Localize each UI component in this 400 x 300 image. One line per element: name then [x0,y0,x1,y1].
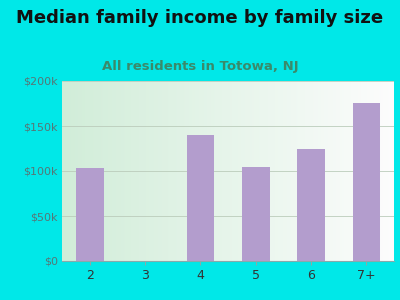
Text: All residents in Totowa, NJ: All residents in Totowa, NJ [102,60,298,73]
Bar [186,135,214,261]
Bar [76,168,104,261]
Bar [297,148,325,261]
Bar [242,167,270,261]
Bar [352,103,380,261]
Text: Median family income by family size: Median family income by family size [16,9,384,27]
